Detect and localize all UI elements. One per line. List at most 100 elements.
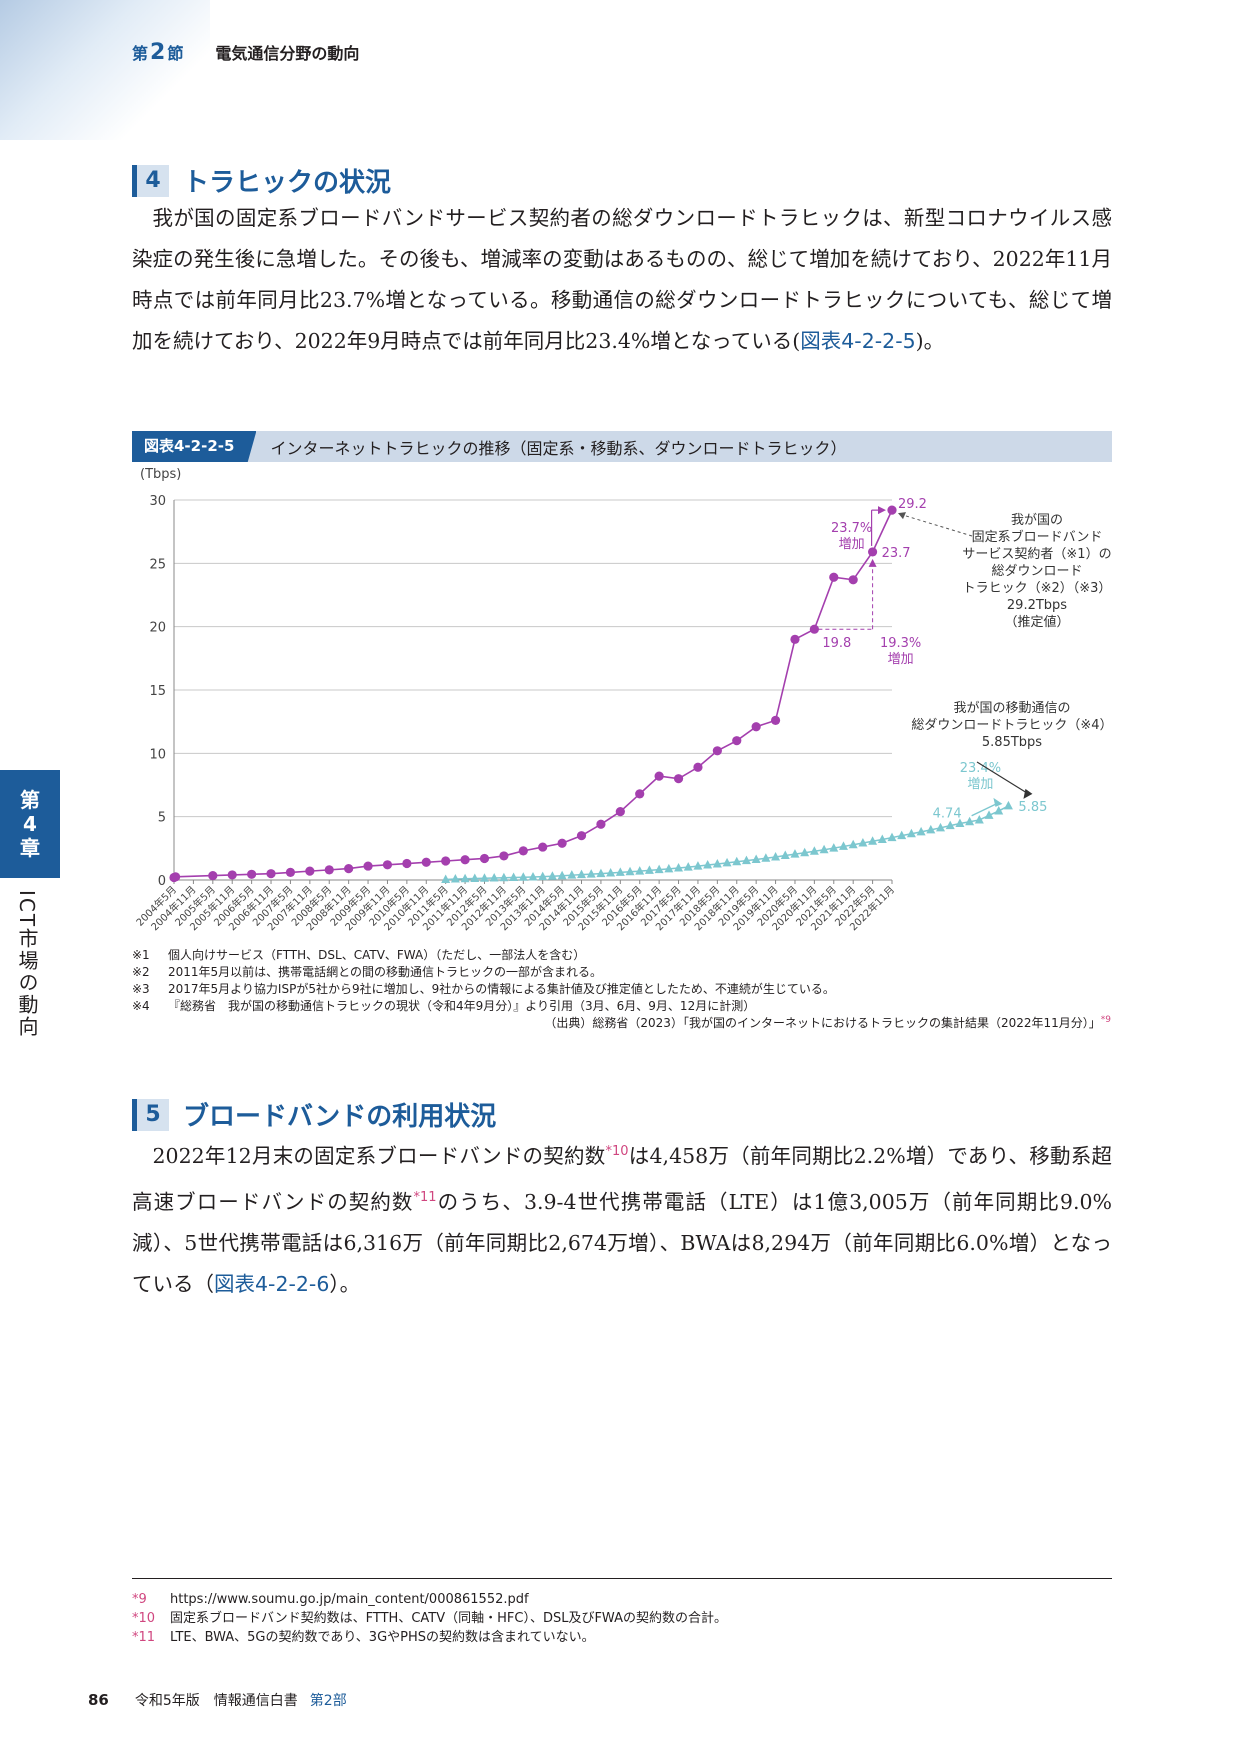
figure-source: （出典）総務省（2023）「我が国のインターネットにおけるトラヒックの集計結果（… [544, 1015, 1111, 1030]
figure-title: インターネットトラヒックの推移（固定系・移動系、ダウンロードトラヒック） [270, 438, 847, 458]
mobile-point [644, 865, 654, 874]
mobile-point [906, 828, 916, 838]
footnote-item: *10 固定系ブロードバンド契約数は、FTTH、CATV（同軸・HFC）、DSL及… [132, 1611, 727, 1626]
figure-label: 図表4-2-2-5 [132, 431, 257, 462]
mobile-point [479, 873, 489, 882]
growth-label: 23.7% [831, 521, 872, 536]
fixed-point [363, 861, 373, 871]
footnote-ref[interactable]: *11 [413, 1189, 437, 1205]
fixed-point [751, 722, 761, 732]
fixed-point [247, 869, 257, 879]
fixed-point [324, 865, 334, 875]
section-5-title: ブロードバンドの利用状況 [183, 1102, 497, 1132]
fixed-point [499, 851, 509, 861]
chapter-tab: 第 4 章 [0, 770, 60, 878]
fixed-point [654, 771, 664, 781]
annotation-leader [976, 761, 1029, 795]
mobile-point [441, 874, 451, 883]
fixed-point [538, 842, 548, 852]
figure-note: ※3 2017年5月より協力ISPが5社から9社に増加し、9社からの情報による集計… [132, 982, 835, 996]
fixed-value-label: 23.7 [882, 546, 911, 561]
y-tick-label: 20 [149, 621, 166, 636]
y-tick-label: 0 [158, 874, 166, 889]
fixed-point [557, 838, 567, 848]
section-4-title: トラヒックの状況 [183, 168, 392, 198]
figure-ref-link[interactable]: 図表4-2-2-6 [214, 1271, 330, 1296]
fixed-point [596, 819, 606, 829]
mobile-point [732, 856, 742, 866]
figure-note: ※4 『総務省 我が国の移動通信トラヒックの現状（令和4年9月分）』より引用（3月… [132, 999, 756, 1013]
fixed-point [867, 547, 878, 557]
mobile-point [955, 818, 965, 828]
mobile-point [926, 824, 936, 834]
fixed-point [421, 857, 431, 867]
mobile-point [703, 860, 713, 869]
mobile-point [800, 847, 810, 857]
fixed-point [829, 572, 839, 582]
mobile-value-label: 4.74 [933, 807, 962, 822]
mobile-point [780, 850, 790, 860]
growth-label: 19.3% [880, 636, 921, 651]
mobile-point [518, 872, 528, 881]
footnote-ref[interactable]: *10 [605, 1144, 629, 1159]
y-axis-unit: (Tbps) [140, 467, 181, 482]
fixed-annotation-text: 我が国の [1011, 513, 1063, 528]
growth-label: 増加 [888, 652, 914, 667]
footnotes: *9 https://www.soumu.go.jp/main_content/0… [132, 1590, 727, 1647]
book-title: 令和5年版 情報通信白書 [134, 1693, 298, 1709]
fixed-point [635, 789, 645, 799]
figure-notes: ※1 個人向けサービス（FTTH、DSL、CATV、FWA）（ただし、一部法人を含… [132, 947, 835, 1015]
fixed-point [305, 866, 315, 876]
mobile-point [809, 846, 819, 855]
fixed-point [227, 870, 237, 880]
section-5-number: 5 [132, 1098, 169, 1131]
mobile-annotation-text: 5.85Tbps [982, 735, 1042, 750]
mobile-point [965, 816, 975, 826]
mobile-point [674, 862, 684, 872]
part-label: 第2部 [309, 1693, 347, 1709]
fixed-point [208, 870, 218, 881]
mobile-point [499, 872, 509, 882]
footnote-rule [132, 1578, 1112, 1579]
mobile-point [470, 873, 480, 882]
footnote-item: *11 LTE、BWA、5Gの契約数であり、3GやPHSの契約数は含まれていない。 [132, 1630, 595, 1645]
y-tick-label: 10 [149, 747, 166, 762]
chart-axes: 051015202530(Tbps)2004年5月2004年11月2005年5月… [133, 467, 897, 933]
fixed-point [848, 575, 858, 585]
fixed-point [673, 774, 684, 784]
mobile-point [741, 855, 751, 865]
mobile-point [974, 814, 984, 824]
chart-series [169, 505, 1013, 883]
growth-label: 23.4% [960, 761, 1001, 776]
mobile-point [683, 862, 693, 871]
section-4-paragraph: 我が国の固定系ブロードバンドサービス契約者の総ダウンロードトラヒックは、新型コロ… [132, 206, 1112, 353]
mobile-point [489, 872, 499, 882]
footnote-url[interactable]: https://www.soumu.go.jp/main_content/000… [170, 1592, 529, 1607]
fixed-value-label: 29.2 [898, 497, 927, 512]
figure-ref-link[interactable]: 図表4-2-2-5 [800, 329, 916, 353]
y-tick-label: 5 [158, 811, 166, 826]
mobile-point [916, 826, 926, 836]
mobile-point [722, 857, 732, 867]
running-head-section: 第2 節 [132, 40, 184, 65]
fixed-point [615, 807, 625, 817]
fixed-point [576, 831, 587, 841]
mobile-point [819, 844, 829, 854]
section-4-heading: 4 トラヒックの状況 [132, 162, 391, 199]
mobile-point [712, 859, 722, 868]
mobile-point [567, 870, 577, 879]
figure-note: ※2 2011年5月以前は、携帯電話網との間の移動通信トラヒックの一部が含まれる。 [132, 965, 603, 979]
mobile-annotation-text: 我が国の移動通信の [953, 701, 1070, 716]
fixed-point [402, 858, 412, 869]
mobile-point [557, 870, 567, 880]
mobile-point [984, 810, 994, 819]
mobile-point [450, 873, 460, 883]
fixed-point [809, 624, 819, 634]
fixed-annotation-text: （推定値） [1004, 614, 1069, 630]
mobile-value-label: 5.85 [1018, 800, 1047, 815]
fixed-annotation-text: サービス契約者（※1）の [962, 547, 1111, 562]
traffic-chart: 051015202530(Tbps)2004年5月2004年11月2005年5月… [133, 467, 1112, 933]
y-tick-label: 15 [149, 684, 166, 699]
mobile-point [547, 871, 557, 880]
